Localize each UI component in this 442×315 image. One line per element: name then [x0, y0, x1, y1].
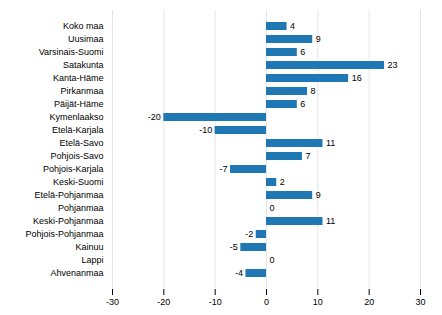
svg-text:9: 9 [316, 34, 321, 44]
svg-text:6: 6 [300, 47, 305, 57]
svg-text:Keski-Pohjanmaa: Keski-Pohjanmaa [33, 216, 104, 226]
svg-text:Lappi: Lappi [81, 255, 103, 265]
svg-text:-5: -5 [230, 242, 238, 252]
svg-text:11: 11 [326, 216, 335, 226]
svg-text:2: 2 [280, 177, 285, 187]
svg-text:Keski-Suomi: Keski-Suomi [53, 177, 104, 187]
svg-text:Pohjanmaa: Pohjanmaa [58, 203, 104, 213]
svg-text:Etelä-Karjala: Etelä-Karjala [52, 125, 104, 135]
svg-text:23: 23 [388, 60, 398, 70]
svg-text:Kymenlaakso: Kymenlaakso [49, 112, 103, 122]
svg-text:Pohjois-Savo: Pohjois-Savo [50, 151, 103, 161]
svg-text:Kanta-Häme: Kanta-Häme [53, 73, 104, 83]
svg-text:30: 30 [415, 297, 425, 307]
svg-text:-20: -20 [148, 112, 161, 122]
svg-text:-30: -30 [106, 297, 119, 307]
svg-text:0: 0 [270, 203, 275, 213]
svg-text:Kainuu: Kainuu [75, 242, 103, 252]
svg-text:Etelä-Pohjanmaa: Etelä-Pohjanmaa [34, 190, 103, 200]
svg-text:-20: -20 [157, 297, 170, 307]
svg-text:0: 0 [270, 255, 275, 265]
svg-text:10: 10 [313, 297, 323, 307]
svg-text:Satakunta: Satakunta [63, 60, 104, 70]
svg-text:11: 11 [326, 138, 335, 148]
svg-text:Koko maa: Koko maa [63, 21, 104, 31]
svg-text:7: 7 [305, 151, 310, 161]
svg-text:Uusimaa: Uusimaa [68, 34, 104, 44]
svg-text:8: 8 [311, 86, 316, 96]
svg-text:Varsinais-Suomi: Varsinais-Suomi [39, 47, 104, 57]
svg-text:0: 0 [264, 297, 269, 307]
svg-text:-7: -7 [220, 164, 228, 174]
svg-text:Päijät-Häme: Päijät-Häme [54, 99, 104, 109]
svg-text:6: 6 [300, 99, 305, 109]
svg-text:Pirkanmaa: Pirkanmaa [60, 86, 103, 96]
svg-text:16: 16 [352, 73, 362, 83]
svg-text:Ahvenanmaa: Ahvenanmaa [50, 268, 103, 278]
svg-text:20: 20 [364, 297, 374, 307]
svg-text:-10: -10 [199, 125, 212, 135]
svg-text:-2: -2 [245, 229, 253, 239]
svg-text:Pohjois-Karjala: Pohjois-Karjala [43, 164, 104, 174]
svg-text:-4: -4 [235, 268, 243, 278]
svg-text:-10: -10 [209, 297, 222, 307]
svg-text:Pohjois-Pohjanmaa: Pohjois-Pohjanmaa [25, 229, 103, 239]
svg-text:4: 4 [290, 21, 295, 31]
svg-text:Etelä-Savo: Etelä-Savo [59, 138, 103, 148]
svg-text:9: 9 [316, 190, 321, 200]
